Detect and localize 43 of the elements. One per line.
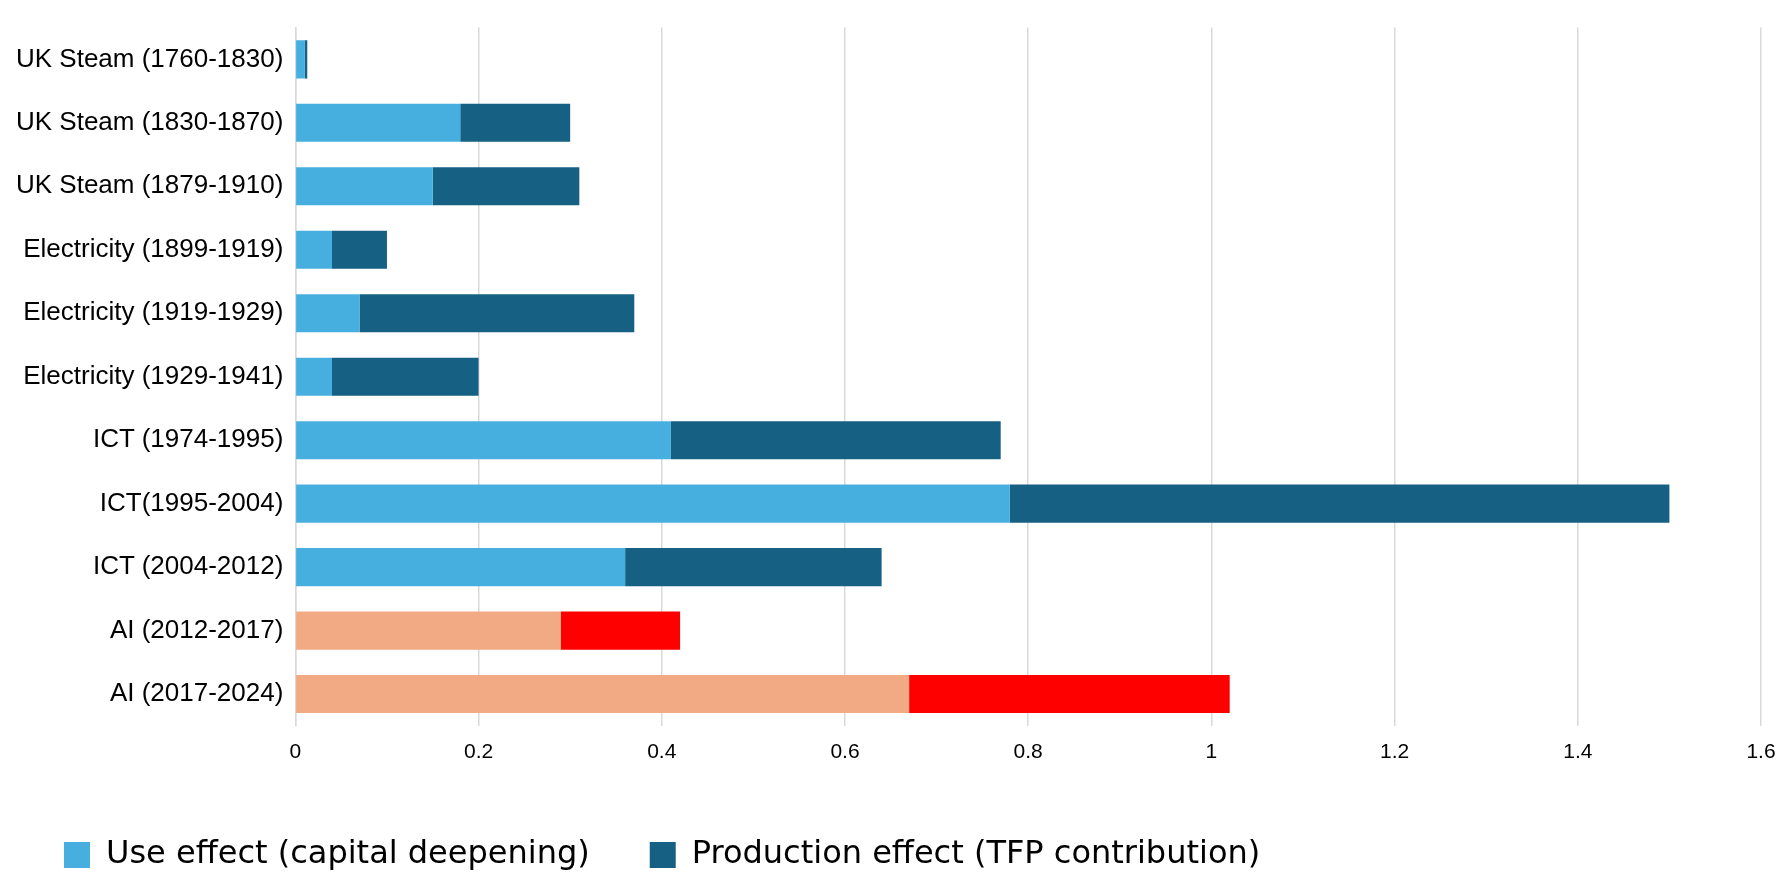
x-tick-label: 0.2 [463, 739, 494, 763]
bar [1009, 484, 1670, 523]
bar [670, 421, 1001, 460]
bar [296, 230, 332, 269]
y-tick-label: Electricity (1929-1941) [23, 359, 284, 390]
bar [296, 40, 305, 79]
x-tick-label: 0.8 [1013, 739, 1043, 763]
bar [296, 167, 433, 206]
legend-label: Production effect (TFP contribution) [691, 833, 1261, 872]
x-tick-label: 1.2 [1379, 739, 1410, 763]
y-tick-label: Electricity (1899-1919) [23, 232, 284, 263]
bar [296, 103, 461, 142]
y-tick-label: AI (2017-2024) [109, 677, 284, 708]
y-tick-label: ICT (2004-2012) [93, 550, 284, 581]
x-tick-label: 0.6 [830, 739, 860, 763]
bar [359, 294, 635, 333]
y-tick-label: ICT (1974-1995) [93, 423, 284, 454]
y-tick-label: UK Steam (1760-1830) [15, 42, 284, 73]
bar [296, 357, 332, 396]
y-tick-label: ICT(1995-2004) [99, 486, 284, 517]
bar [909, 675, 1230, 714]
bar [296, 294, 360, 333]
bar [561, 611, 681, 650]
bar [296, 548, 626, 587]
y-tick-label: UK Steam (1830-1870) [15, 105, 284, 136]
y-tick-label: Electricity (1919-1929) [23, 296, 284, 327]
y-tick-label: AI (2012-2017) [109, 613, 284, 644]
legend-label: Use effect (capital deepening) [106, 833, 590, 872]
bar [625, 548, 882, 587]
x-tick-label: 0.4 [647, 739, 677, 763]
bar [296, 421, 671, 460]
x-tick-label: 1 [1205, 739, 1218, 763]
x-tick-label: 0 [289, 739, 302, 763]
bar [460, 103, 571, 142]
bar [432, 167, 580, 206]
x-tick-label: 1.4 [1563, 739, 1593, 763]
bar [332, 230, 387, 269]
bar [296, 611, 562, 650]
bar [296, 484, 1010, 523]
bar [296, 675, 910, 714]
bar [332, 357, 479, 396]
x-tick-label: 1.6 [1746, 739, 1776, 763]
y-tick-label: UK Steam (1879-1910) [15, 169, 284, 200]
